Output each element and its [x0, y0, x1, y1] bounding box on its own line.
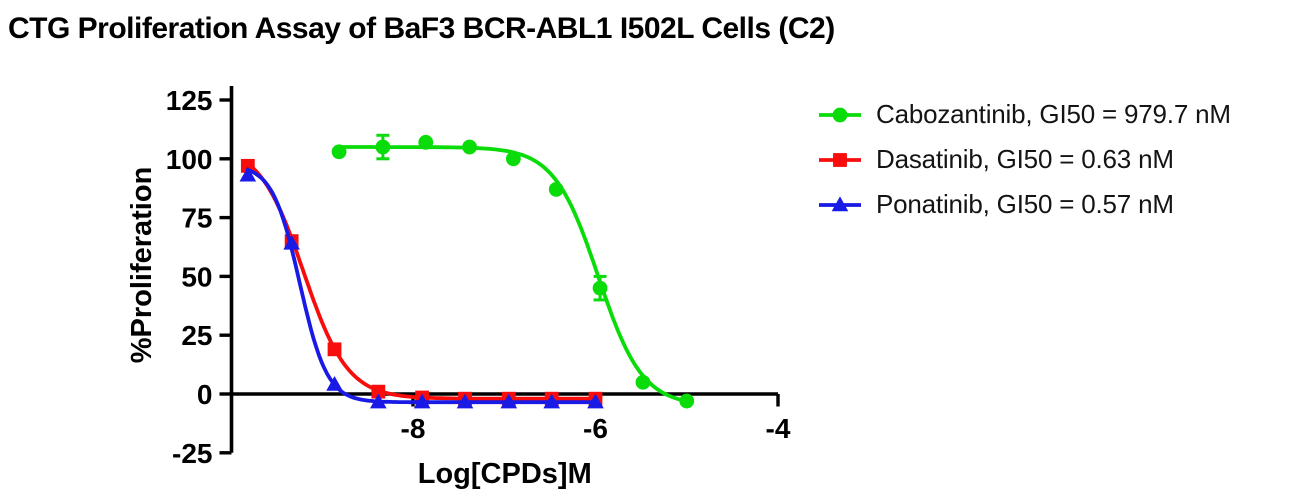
- x-tick-label: -8: [401, 413, 426, 444]
- y-tick-label: -25: [172, 438, 212, 469]
- data-point-circle: [375, 139, 391, 155]
- data-point-circle: [548, 181, 564, 197]
- legend-label: Cabozantinib, GI50 = 979.7 nM: [876, 99, 1231, 129]
- data-point-triangle: [370, 393, 387, 409]
- legend-square-icon: [819, 152, 861, 167]
- legend-label: Dasatinib, GI50 = 0.63 nM: [876, 144, 1174, 174]
- legend-circle-icon: [819, 107, 861, 122]
- data-point-circle: [679, 393, 695, 409]
- data-point-triangle: [587, 393, 604, 409]
- series-cabozantinib: [331, 133, 695, 409]
- x-tick-label: -4: [766, 413, 791, 444]
- data-point-circle: [331, 144, 347, 160]
- data-point-triangle: [326, 375, 343, 391]
- data-point-triangle: [239, 166, 257, 182]
- legend-item-dasatinib: Dasatinib, GI50 = 0.63 nM: [818, 137, 1231, 182]
- y-tick-label: 100: [166, 144, 213, 175]
- x-tick-label: -6: [583, 413, 608, 444]
- chart-title: CTG Proliferation Assay of BaF3 BCR-ABL1…: [8, 12, 835, 45]
- data-point-triangle: [543, 393, 560, 409]
- data-point-circle: [635, 374, 651, 390]
- legend-item-cabozantinib: Cabozantinib, GI50 = 979.7 nM: [818, 92, 1231, 137]
- fit-curve: [337, 145, 689, 404]
- x-axis-title: Log[CPDs]M: [418, 458, 592, 490]
- data-point-circle: [592, 280, 608, 296]
- data-point-square: [371, 384, 386, 399]
- legend-label: Ponatinib, GI50 = 0.57 nM: [876, 189, 1174, 219]
- data-point-triangle: [456, 393, 474, 409]
- y-tick-label: 125: [166, 85, 213, 116]
- data-point-triangle: [413, 393, 431, 409]
- data-point-circle: [832, 107, 848, 122]
- legend-item-ponatinib: Ponatinib, GI50 = 0.57 nM: [818, 182, 1231, 227]
- legend-triangle-icon: [819, 195, 861, 211]
- data-point-circle: [418, 134, 434, 150]
- legend: Cabozantinib, GI50 = 979.7 nM Dasatinib, …: [818, 92, 1231, 227]
- fit-curve: [245, 167, 598, 405]
- data-point-square: [327, 342, 342, 357]
- series-dasatinib: [240, 158, 603, 406]
- y-axis-title: %Proliferation: [126, 167, 158, 364]
- data-point-square: [833, 152, 847, 167]
- y-tick-label: 75: [181, 203, 212, 234]
- y-tick-label: 0: [197, 379, 213, 410]
- data-point-triangle: [831, 195, 849, 211]
- data-point-circle: [505, 151, 521, 167]
- y-tick-label: 50: [181, 261, 212, 292]
- series-ponatinib: [239, 166, 604, 409]
- y-tick-label: 25: [181, 320, 212, 351]
- data-point-circle: [462, 139, 477, 155]
- data-point-triangle: [500, 393, 518, 409]
- data-point-triangle: [283, 234, 300, 250]
